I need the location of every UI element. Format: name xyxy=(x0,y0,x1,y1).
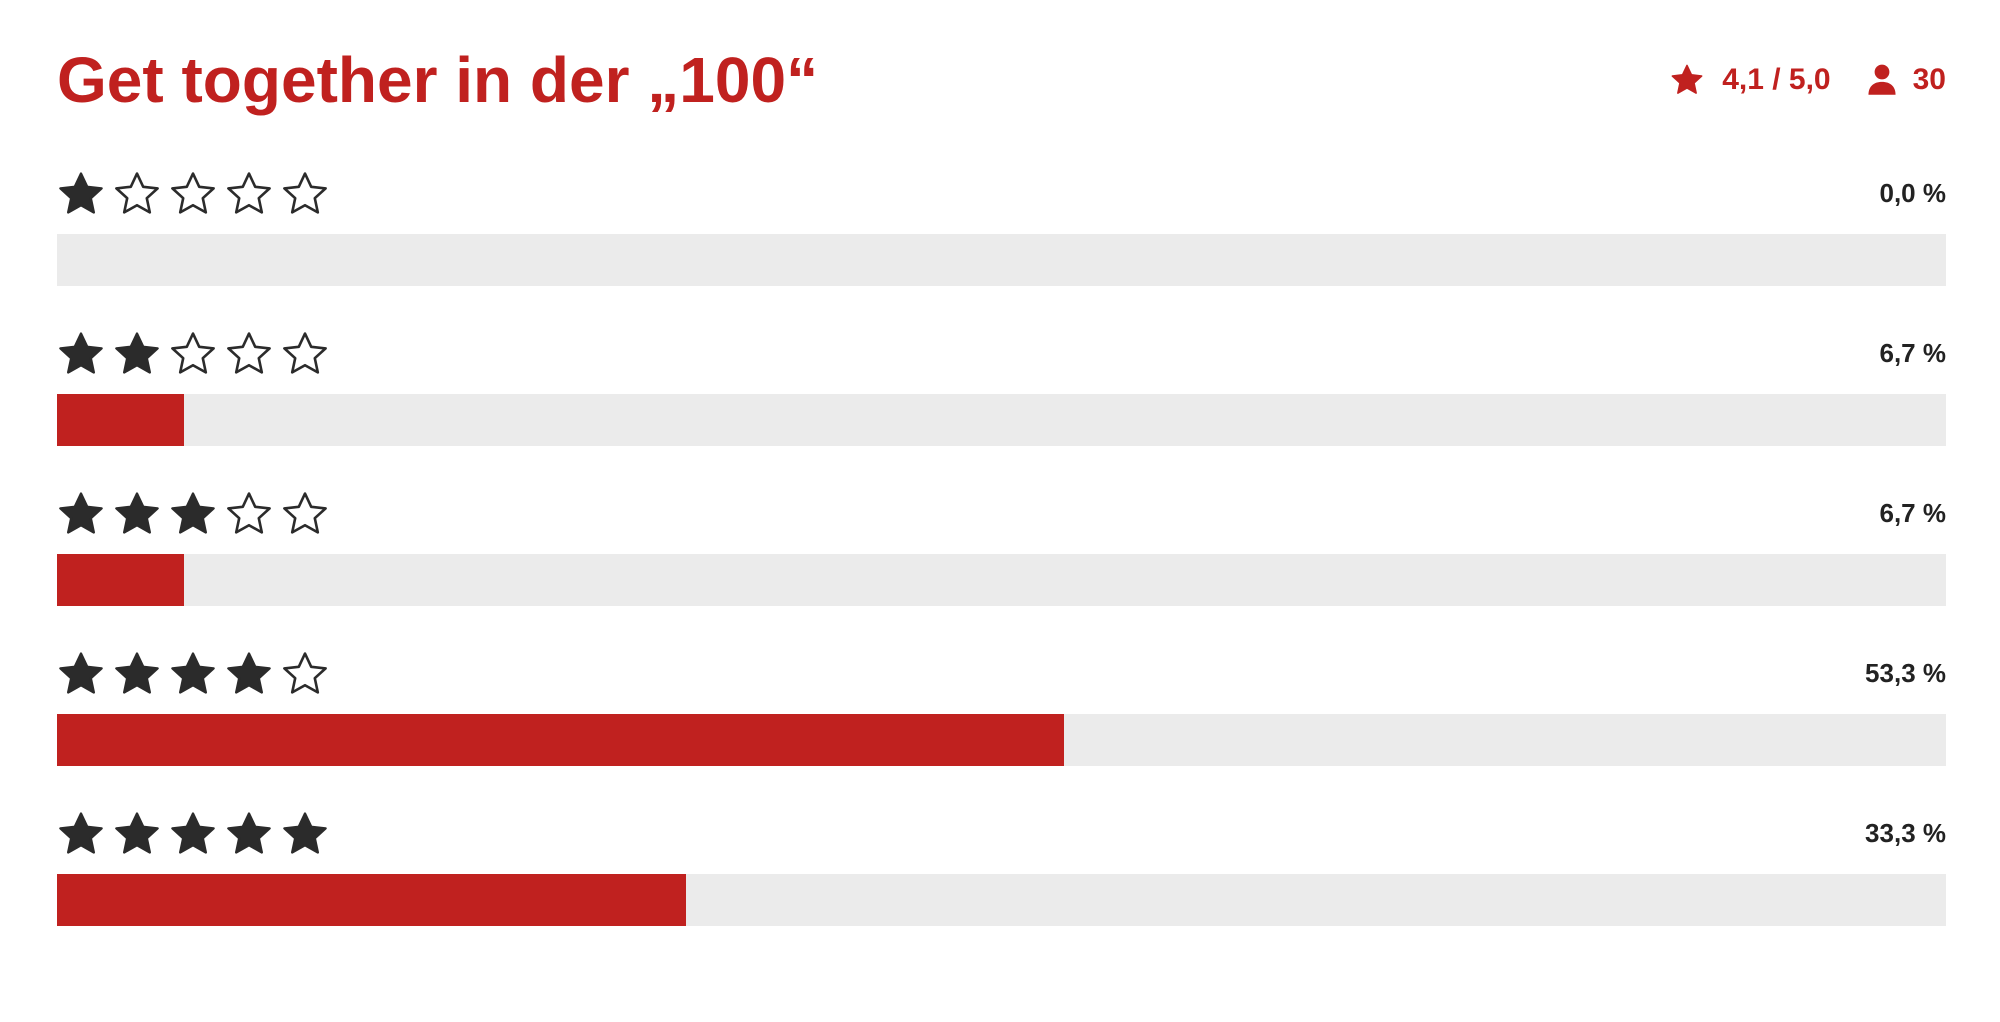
percentage-label: 6,7 % xyxy=(1879,498,1947,528)
star-rating xyxy=(57,170,337,218)
star-outline-icon xyxy=(283,332,327,374)
bar-track xyxy=(57,874,1946,926)
star-rating xyxy=(57,650,337,698)
bar-track xyxy=(57,554,1946,606)
star-filled-icon xyxy=(227,652,271,694)
rating-row: 6,7 % xyxy=(57,488,1946,648)
page-title: Get together in der „100“ xyxy=(57,44,819,116)
star-outline-icon xyxy=(171,172,215,214)
star-filled-icon xyxy=(171,492,215,534)
star-filled-icon xyxy=(283,812,327,854)
rating-header: Get together in der „100“ 4,1 / 5,0 30 xyxy=(57,42,1946,118)
rating-row: 0,0 % xyxy=(57,168,1946,328)
bar-track xyxy=(57,714,1946,766)
percentage-label: 0,0 % xyxy=(1879,178,1947,208)
star-outline-icon xyxy=(283,652,327,694)
star-outline-icon xyxy=(227,492,271,534)
star-icon xyxy=(1671,64,1703,94)
star-filled-icon xyxy=(171,652,215,694)
star-outline-icon xyxy=(283,172,327,214)
percentage-label: 53,3 % xyxy=(1865,658,1946,688)
bar-track xyxy=(57,234,1946,286)
rating-row: 53,3 % xyxy=(57,648,1946,808)
rating-row: 6,7 % xyxy=(57,328,1946,488)
star-filled-icon xyxy=(115,812,159,854)
bar-track xyxy=(57,394,1946,446)
star-filled-icon xyxy=(227,812,271,854)
bar-fill xyxy=(57,874,687,926)
star-outline-icon xyxy=(227,172,271,214)
average-rating: 4,1 / 5,0 xyxy=(1670,63,1831,97)
star-rating xyxy=(57,330,337,378)
star-rating xyxy=(57,490,337,538)
star-filled-icon xyxy=(59,172,103,214)
star-filled-icon xyxy=(115,492,159,534)
star-filled-icon xyxy=(59,332,103,374)
bar-fill xyxy=(57,554,184,606)
vote-count: 30 xyxy=(1867,63,1946,97)
star-outline-icon xyxy=(283,492,327,534)
star-filled-icon xyxy=(59,652,103,694)
percentage-label: 33,3 % xyxy=(1865,818,1946,848)
star-rating xyxy=(57,810,337,858)
vote-count-text: 30 xyxy=(1912,63,1946,96)
star-outline-icon xyxy=(171,332,215,374)
star-outline-icon xyxy=(227,332,271,374)
average-rating-text: 4,1 / 5,0 xyxy=(1722,63,1831,96)
star-filled-icon xyxy=(115,652,159,694)
star-outline-icon xyxy=(115,172,159,214)
star-filled-icon xyxy=(171,812,215,854)
bar-fill xyxy=(57,394,184,446)
rating-summary: 4,1 / 5,0 30 xyxy=(1670,42,1946,118)
star-filled-icon xyxy=(59,492,103,534)
star-filled-icon xyxy=(115,332,159,374)
bar-fill xyxy=(57,714,1064,766)
user-icon xyxy=(1868,64,1896,95)
percentage-label: 6,7 % xyxy=(1879,338,1947,368)
rating-row: 33,3 % xyxy=(57,808,1946,968)
rating-distribution: 0,0 % 6,7 % 6,7 % 53,3 % 33,3 % xyxy=(57,168,1946,968)
star-filled-icon xyxy=(59,812,103,854)
